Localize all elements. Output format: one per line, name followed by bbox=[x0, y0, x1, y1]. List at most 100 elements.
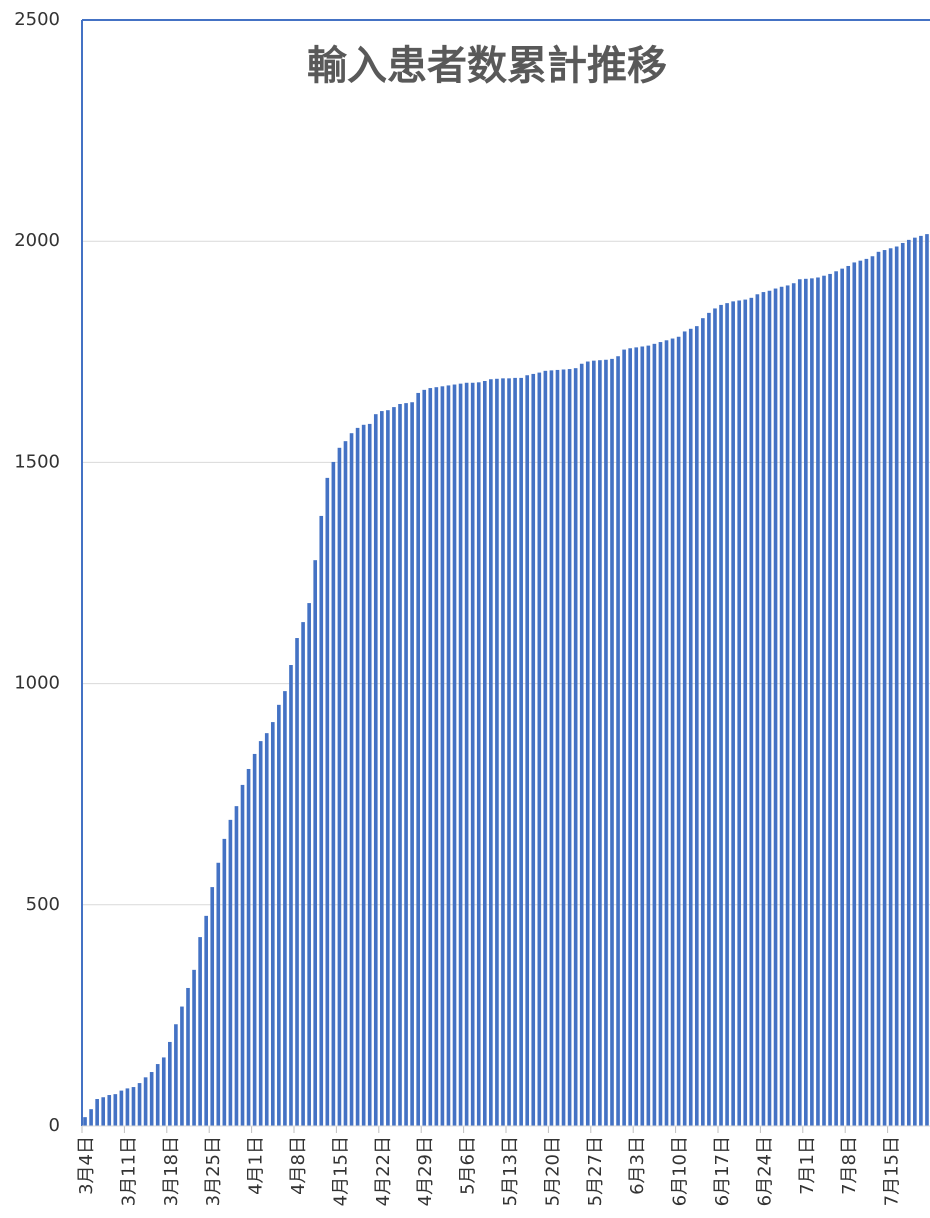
bar bbox=[482, 380, 487, 1126]
bar bbox=[682, 331, 687, 1126]
bar bbox=[270, 722, 275, 1126]
bar bbox=[785, 285, 790, 1126]
bar bbox=[634, 347, 639, 1127]
bar bbox=[713, 308, 717, 1126]
y-tick-label: 500 bbox=[26, 894, 60, 915]
x-tick-label: 3月18日 bbox=[161, 1136, 182, 1206]
bar bbox=[416, 392, 420, 1126]
bar bbox=[604, 359, 608, 1127]
bar bbox=[228, 819, 233, 1126]
bar bbox=[876, 251, 881, 1126]
bar bbox=[864, 258, 869, 1126]
bar bbox=[258, 741, 263, 1126]
bar bbox=[143, 1077, 148, 1126]
bar bbox=[149, 1072, 154, 1126]
bar bbox=[168, 1041, 172, 1126]
bar bbox=[234, 806, 239, 1126]
bar bbox=[349, 433, 354, 1126]
bar bbox=[458, 383, 463, 1126]
bar bbox=[828, 273, 832, 1126]
x-tick-label: 4月1日 bbox=[246, 1136, 267, 1195]
bar bbox=[919, 235, 923, 1126]
bar bbox=[246, 768, 251, 1126]
bar bbox=[852, 262, 857, 1127]
bar bbox=[779, 286, 784, 1126]
bar bbox=[755, 294, 760, 1127]
chart-title: 輸入患者数累計推移 bbox=[307, 43, 667, 89]
bar bbox=[719, 304, 723, 1126]
bar bbox=[646, 345, 651, 1126]
bar bbox=[252, 753, 257, 1126]
bar bbox=[204, 915, 208, 1126]
bar bbox=[367, 423, 372, 1126]
y-tick-label: 2000 bbox=[14, 230, 60, 251]
x-tick-label: 7月1日 bbox=[797, 1136, 818, 1195]
bar bbox=[846, 265, 851, 1127]
bar bbox=[295, 638, 299, 1126]
y-tick-label: 2500 bbox=[14, 9, 60, 30]
bar bbox=[592, 360, 596, 1126]
bar bbox=[543, 370, 548, 1126]
bar bbox=[858, 260, 863, 1126]
bar bbox=[325, 477, 330, 1126]
bar bbox=[470, 382, 475, 1126]
bar bbox=[428, 388, 433, 1127]
bar bbox=[797, 279, 802, 1126]
bar bbox=[676, 336, 681, 1126]
bar bbox=[210, 887, 215, 1126]
bar bbox=[174, 1024, 178, 1126]
bar bbox=[301, 622, 305, 1126]
bar bbox=[525, 375, 530, 1126]
bar bbox=[319, 515, 324, 1126]
bar bbox=[216, 862, 221, 1126]
y-tick-label: 1000 bbox=[14, 673, 60, 694]
x-tick-label: 4月8日 bbox=[288, 1136, 309, 1195]
bar bbox=[361, 424, 366, 1126]
x-tick-label: 7月8日 bbox=[839, 1136, 860, 1195]
bar bbox=[331, 461, 336, 1126]
bar bbox=[186, 987, 190, 1126]
bar bbox=[816, 277, 820, 1126]
bar bbox=[161, 1057, 166, 1126]
bar bbox=[434, 387, 439, 1126]
bar bbox=[101, 1097, 106, 1126]
bar bbox=[810, 278, 814, 1127]
bar bbox=[155, 1064, 160, 1126]
bar bbox=[585, 361, 590, 1126]
x-tick-label: 4月29日 bbox=[415, 1136, 436, 1206]
x-tick-label: 3月25日 bbox=[203, 1136, 224, 1206]
bar bbox=[925, 234, 929, 1127]
y-tick-label: 1500 bbox=[14, 451, 60, 472]
bar bbox=[283, 691, 287, 1126]
x-tick-label: 3月11日 bbox=[118, 1136, 139, 1206]
bar bbox=[125, 1088, 130, 1126]
bar bbox=[495, 378, 499, 1127]
bar bbox=[398, 404, 402, 1127]
bar bbox=[277, 704, 281, 1126]
bar bbox=[113, 1094, 118, 1126]
bar bbox=[501, 378, 505, 1126]
bar bbox=[489, 379, 493, 1127]
bar bbox=[870, 256, 875, 1127]
bar bbox=[555, 369, 560, 1127]
bar bbox=[622, 349, 626, 1126]
bar bbox=[579, 363, 584, 1126]
x-tick-label: 4月22日 bbox=[373, 1136, 394, 1206]
bar bbox=[440, 386, 445, 1126]
bar bbox=[804, 278, 808, 1127]
bar bbox=[264, 733, 269, 1126]
bar bbox=[664, 340, 669, 1126]
bar bbox=[537, 372, 542, 1127]
bar bbox=[694, 326, 699, 1126]
bar bbox=[392, 407, 396, 1127]
bar bbox=[240, 784, 245, 1126]
bar bbox=[89, 1109, 93, 1126]
x-tick-label: 5月20日 bbox=[542, 1136, 563, 1206]
bar bbox=[767, 290, 772, 1127]
bar bbox=[519, 377, 523, 1126]
bar bbox=[513, 377, 517, 1126]
x-tick-label: 6月3日 bbox=[627, 1136, 648, 1195]
bar bbox=[83, 1117, 87, 1126]
bar bbox=[507, 378, 511, 1126]
